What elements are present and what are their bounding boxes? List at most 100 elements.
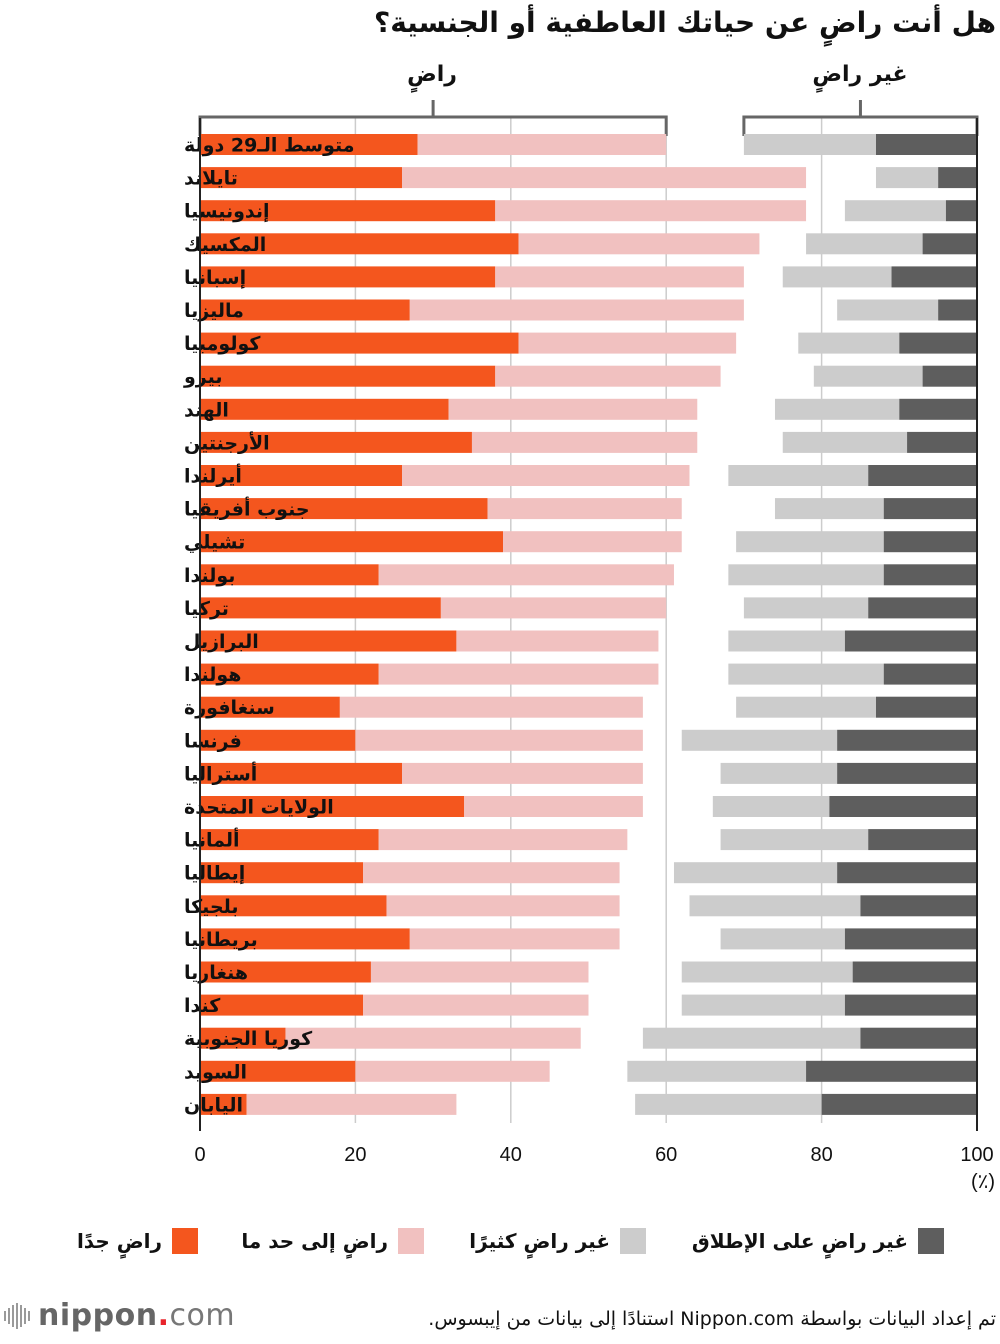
bar-not-at-all-satisfied [860,895,977,917]
bar-somewhat-satisfied [471,431,698,453]
bar-not-very-satisfied [774,498,884,520]
x-tick-label: 20 [344,1144,366,1166]
bar-not-very-satisfied [736,531,884,553]
row-label: تشيلي [184,532,245,554]
bar-somewhat-satisfied [246,1093,457,1115]
bar-somewhat-satisfied [417,134,667,155]
bar-very-satisfied [200,961,371,983]
bar-not-very-satisfied [720,928,845,950]
bar-somewhat-satisfied [503,531,682,553]
x-tick-label: 0 [194,1144,205,1166]
row-label: البرازيل [184,631,259,653]
bar-somewhat-satisfied [448,398,698,420]
legend-swatch [620,1228,646,1254]
bar-not-at-all-satisfied [837,729,977,751]
bar-not-very-satisfied [673,862,838,884]
legend-item-somewhat-satisfied: راضٍ إلى حد ما [241,1228,424,1254]
bar-not-at-all-satisfied [938,299,977,321]
chart-title: هل أنت راضٍ عن حياتك العاطفية أو الجنسية… [373,6,997,39]
bar-somewhat-satisfied [378,663,659,685]
bar-very-satisfied [200,928,410,950]
legend-label: راضٍ إلى حد ما [241,1229,388,1253]
row-label: ماليزيا [184,300,244,322]
bar-not-very-satisfied [642,1027,861,1049]
bar-not-very-satisfied [736,696,876,718]
bracket-satisfied [198,115,668,136]
bar-not-very-satisfied [712,796,830,817]
bar-somewhat-satisfied [363,862,620,884]
legend-label: غير راضٍ على الإطلاق [691,1229,908,1253]
bar-not-at-all-satisfied [844,994,977,1016]
logo-dot: . [157,1298,170,1333]
row-label: الأرجنتين [184,431,270,454]
row-label: الهند [184,399,229,421]
bar-not-at-all-satisfied [837,762,977,784]
bar-very-satisfied [200,1027,286,1049]
row-label: إسبانيا [184,267,246,289]
bar-not-at-all-satisfied [860,1027,977,1049]
row-label: كوريا الجنوبية [184,1028,313,1050]
row-label: تركيا [184,598,229,620]
row-label: بيرو [183,366,223,388]
row-label: أيرلندا [184,464,242,488]
bar-very-satisfied [200,862,364,884]
bar-not-very-satisfied [837,299,939,321]
bar-not-at-all-satisfied [945,200,977,222]
bar-not-at-all-satisfied [883,564,977,586]
bar-not-at-all-satisfied [875,696,977,718]
bar-very-satisfied [200,696,340,718]
bar-very-satisfied [200,597,441,619]
x-tick-label: 80 [810,1144,832,1166]
bar-not-at-all-satisfied [891,266,977,288]
bar-somewhat-satisfied [456,630,659,652]
group-label-satisfied: راضٍ [407,62,457,87]
legend-swatch [398,1228,424,1254]
bar-very-satisfied [200,200,496,222]
row-label: جنوب أفريقيا [184,497,310,521]
bar-not-very-satisfied [782,266,892,288]
bracket-not-satisfied [742,115,979,136]
bar-not-very-satisfied [627,1060,807,1082]
bar-very-satisfied [200,762,403,784]
logo-wordmark: nippon.com [38,1298,235,1333]
bar-not-very-satisfied [798,332,900,354]
bar-very-satisfied [200,498,488,520]
bar-not-very-satisfied [806,233,923,255]
bar-very-satisfied [200,829,379,851]
row-label: كولومبيا [184,333,261,355]
bar-not-very-satisfied [743,134,876,155]
logo-icon [4,1302,30,1329]
bar-very-satisfied [200,431,472,453]
bar-not-at-all-satisfied [899,398,977,420]
bar-somewhat-satisfied [355,729,643,751]
bar-very-satisfied [200,365,496,387]
bar-not-at-all-satisfied [806,1060,977,1082]
bar-not-at-all-satisfied [868,597,977,619]
bar-somewhat-satisfied [495,266,744,288]
bar-somewhat-satisfied [402,167,807,189]
stacked-bar-chart: متوسط الـ29 دولة تايلاند إندونيسيا المكسيك إ… [183,100,995,1193]
bar-somewhat-satisfied [378,564,674,586]
legend-item-not-very-satisfied: غير راضٍ كثيرًا [469,1228,646,1254]
bar-very-satisfied [200,398,449,420]
bar-not-at-all-satisfied [922,233,977,255]
row-label: السويد [184,1061,247,1083]
row-label: اليابان [184,1094,243,1116]
legend-label: غير راضٍ كثيرًا [469,1229,610,1253]
bar-somewhat-satisfied [518,233,760,255]
x-tick-label: 40 [500,1144,522,1166]
logo-tld: com [169,1298,236,1333]
bar-very-satisfied [200,233,519,255]
legend-item-not-at-all-satisfied: غير راضٍ على الإطلاق [692,1228,944,1254]
bar-somewhat-satisfied [402,762,643,784]
bar-somewhat-satisfied [495,200,807,222]
row-label: إيطاليا [184,863,245,885]
bar-somewhat-satisfied [518,332,737,354]
nippon-logo: nippon.com [4,1298,235,1333]
x-tick-label: 60 [655,1144,677,1166]
row-label: بولندا [184,565,235,587]
bar-not-at-all-satisfied [868,465,977,486]
bar-somewhat-satisfied [355,1060,550,1082]
row-label: الولايات المتحدة [184,797,334,819]
row-label: هنغاريا [184,962,248,984]
